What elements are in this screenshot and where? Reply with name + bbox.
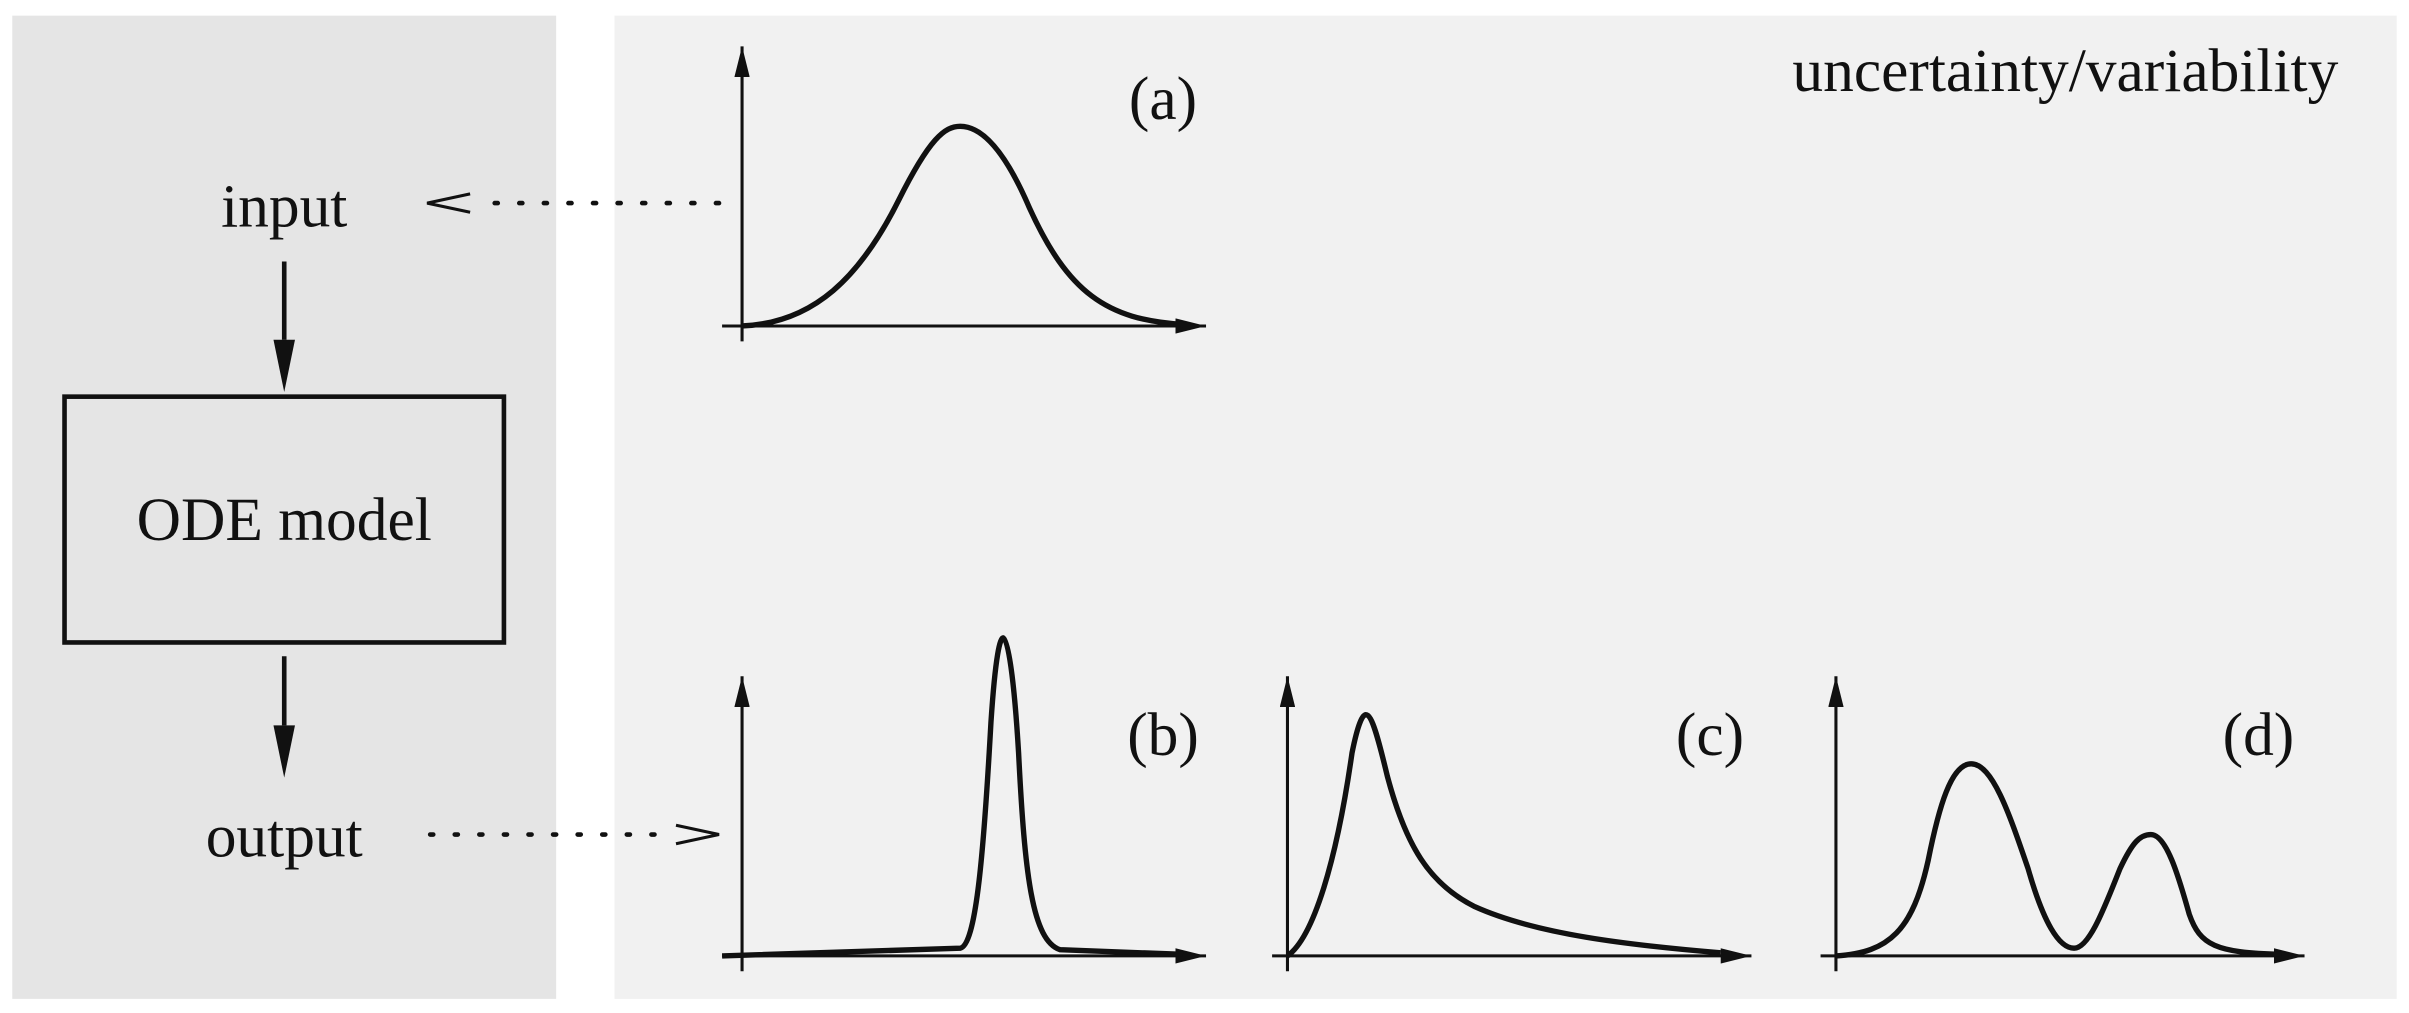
open-arrowhead <box>426 192 471 214</box>
panel-label: (c) <box>1676 701 1744 769</box>
output-label: output <box>206 802 363 870</box>
arrowhead <box>273 339 295 393</box>
model-box <box>62 394 507 645</box>
input-label: input <box>221 172 347 240</box>
open-arrowhead <box>675 823 720 846</box>
panel-label: (a) <box>1129 65 1197 133</box>
model-label: ODE model <box>137 486 432 554</box>
arrowhead <box>273 725 295 778</box>
distribution-curve <box>741 123 1184 329</box>
distribution-curve <box>721 635 1184 959</box>
distribution-curve <box>1835 761 2282 959</box>
left-panel <box>12 15 557 999</box>
right-title: uncertainty/variability <box>1792 37 2338 105</box>
panel-label: (d) <box>2223 701 2295 769</box>
panel-label: (b) <box>1127 701 1199 769</box>
distribution-curve <box>1285 711 1721 959</box>
